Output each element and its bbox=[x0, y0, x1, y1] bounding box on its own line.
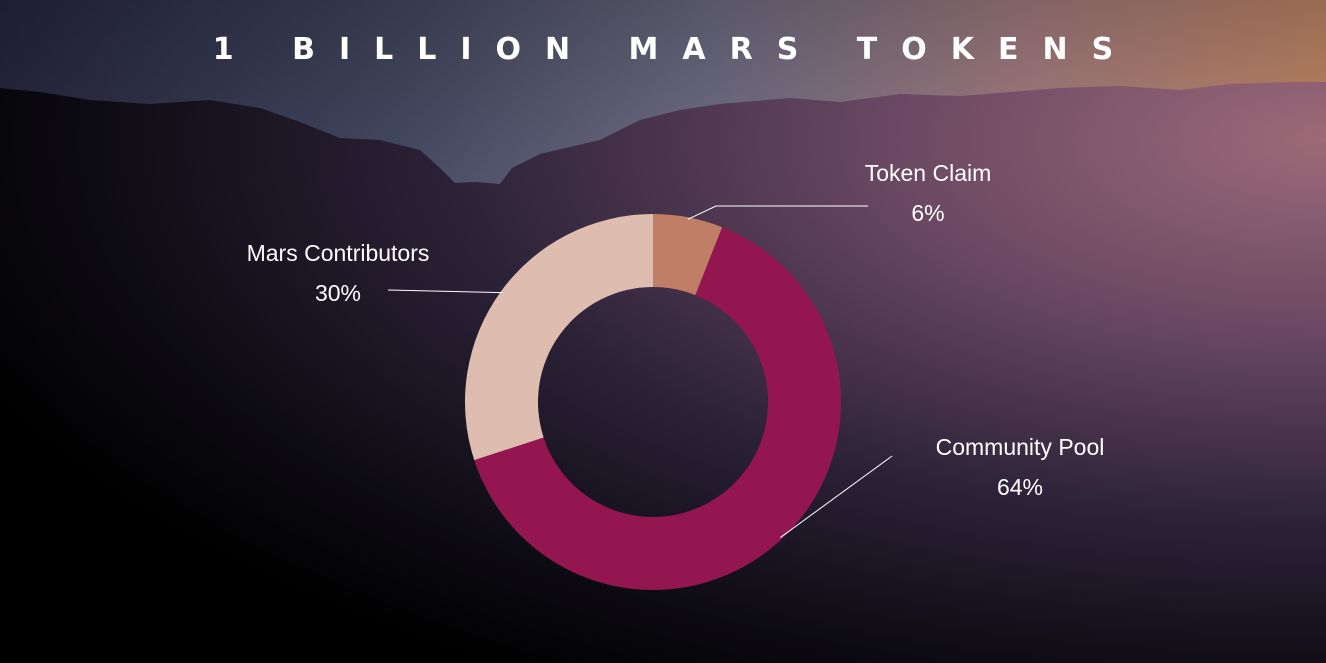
slice-token-claim[interactable] bbox=[653, 214, 723, 296]
leader-line-token-claim bbox=[687, 205, 868, 220]
legend-label-mars-contributors: Mars Contributors 30% bbox=[218, 233, 458, 313]
slice-value-token-claim: 6% bbox=[911, 200, 945, 226]
slice-name-mars-contributors: Mars Contributors bbox=[246, 240, 430, 266]
slice-name-community-pool: Community Pool bbox=[935, 434, 1105, 460]
leader-line-mars-contributors bbox=[387, 289, 503, 294]
legend-label-token-claim: Token Claim 6% bbox=[838, 153, 1018, 233]
slice-name-token-claim: Token Claim bbox=[864, 160, 992, 186]
slice-value-mars-contributors: 30% bbox=[314, 280, 362, 306]
legend-label-community-pool: Community Pool 64% bbox=[910, 427, 1130, 507]
mountain-silhouette bbox=[0, 82, 1326, 663]
slice-community-pool[interactable] bbox=[474, 227, 841, 590]
slice-mars-contributors[interactable] bbox=[464, 214, 653, 461]
slice-value-community-pool: 64% bbox=[996, 474, 1044, 500]
chart-title: 1 BILLION MARS TOKENS bbox=[212, 32, 1138, 67]
leader-line-community-pool bbox=[780, 455, 893, 538]
